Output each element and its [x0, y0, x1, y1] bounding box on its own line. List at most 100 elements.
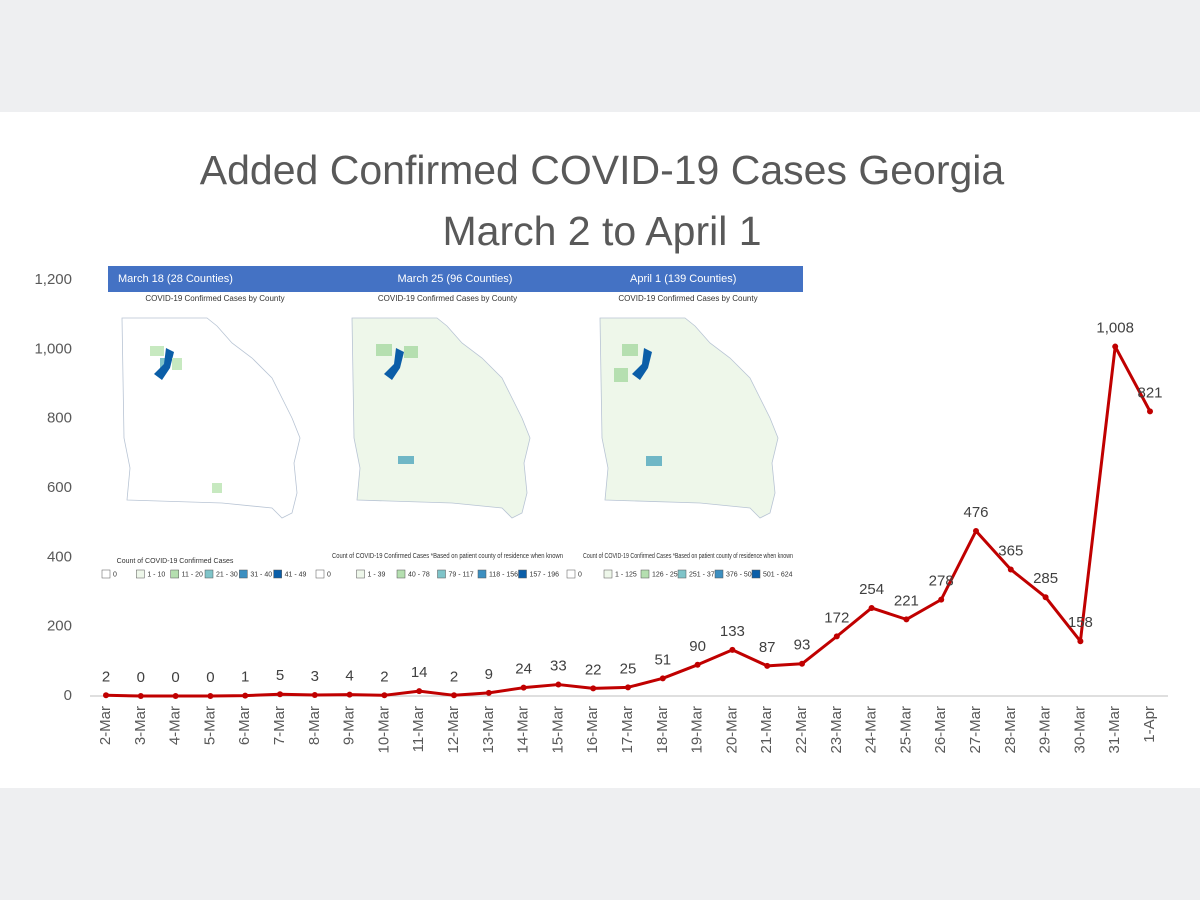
x-tick-label: 18-Mar [654, 706, 671, 754]
data-label: 278 [929, 573, 954, 590]
data-point [764, 662, 771, 669]
x-tick-label: 11-Mar [410, 706, 427, 752]
legend-title: Count of COVID-19 Confirmed Cases *Based… [332, 553, 563, 560]
data-point [172, 693, 179, 699]
data-point [207, 693, 214, 699]
data-point [729, 646, 736, 653]
x-tick-label: 23-Mar [828, 706, 845, 754]
data-point [1007, 566, 1014, 573]
data-label: 0 [171, 669, 179, 686]
data-point [277, 691, 283, 698]
data-point [381, 692, 388, 699]
inset-title: COVID-19 Confirmed Cases by County [618, 294, 757, 303]
data-point [938, 596, 945, 603]
data-point [451, 692, 457, 699]
data-point [625, 684, 631, 691]
x-tick-label: 10-Mar [375, 706, 392, 754]
legend-label: 40 - 78 [408, 571, 430, 578]
data-label: 33 [550, 658, 567, 675]
data-point [1042, 594, 1049, 601]
data-point [485, 689, 492, 696]
map [599, 317, 779, 519]
data-label: 4 [345, 668, 353, 685]
legend-swatch [518, 569, 527, 579]
legend-label: 1 - 125 [615, 571, 637, 578]
data-point [137, 693, 144, 699]
legend-label: 0 [578, 571, 582, 578]
legend-swatch [101, 569, 111, 579]
x-tick-label: 13-Mar [480, 706, 497, 754]
x-tick-label: 14-Mar [515, 706, 532, 754]
data-point [103, 692, 109, 699]
x-tick-label: 31-Mar [1106, 706, 1123, 754]
data-label: 254 [859, 581, 884, 598]
legend-swatch [477, 569, 487, 579]
data-label: 24 [515, 661, 532, 678]
x-tick-label: 29-Mar [1037, 706, 1054, 754]
data-label: 51 [654, 651, 671, 668]
data-label: 3 [311, 668, 319, 685]
data-point [520, 684, 527, 691]
x-tick-label: 28-Mar [1002, 706, 1019, 754]
legend-label: 376 - 500 [726, 571, 756, 578]
data-label: 90 [689, 638, 706, 655]
legend-swatch [603, 569, 613, 579]
y-tick-label: 0 [64, 687, 72, 704]
data-point [416, 688, 423, 695]
inset-title: COVID-19 Confirmed Cases by County [378, 294, 517, 303]
data-label: 9 [485, 666, 493, 683]
data-label: 2 [380, 668, 388, 685]
x-tick-label: 21-Mar [758, 706, 775, 754]
legend-label: 31 - 40 [250, 571, 272, 578]
legend-swatch [751, 569, 761, 579]
legend-swatch [315, 569, 325, 579]
data-label: 285 [1033, 570, 1058, 587]
legend-title: Count of COVID-19 Confirmed Cases [117, 558, 234, 565]
chart-title: Added Confirmed COVID-19 Cases Georgia [200, 147, 1005, 193]
x-tick-label: 12-Mar [445, 706, 462, 754]
data-label: 22 [585, 661, 602, 678]
legend-swatch [273, 569, 282, 579]
data-point [590, 685, 597, 692]
y-tick-label: 800 [47, 410, 72, 427]
y-tick-label: 600 [47, 479, 72, 496]
legend-label: 0 [113, 571, 117, 578]
legend-label: 1 - 10 [147, 571, 165, 578]
legend-label: 41 - 49 [285, 571, 307, 578]
data-label: 1,008 [1096, 320, 1134, 337]
legend-swatch [170, 569, 179, 579]
legend-swatch [566, 569, 576, 579]
x-tick-label: 9-Mar [341, 706, 358, 745]
legend-swatch [677, 569, 687, 579]
legend-label: 126 - 250 [652, 571, 682, 578]
legend-title: Count of COVID-19 Confirmed Cases *Based… [583, 553, 793, 560]
y-tick-label: 1,000 [34, 340, 72, 357]
x-tick-label: 6-Mar [236, 706, 253, 745]
legend-swatch [714, 569, 724, 579]
legend-label: 501 - 624 [763, 571, 793, 578]
legend-label: 21 - 30 [216, 571, 238, 578]
y-tick-label: 200 [47, 618, 72, 635]
x-tick-label: 4-Mar [167, 706, 184, 745]
x-tick-label: 5-Mar [201, 706, 218, 745]
data-label: 25 [620, 660, 637, 677]
data-label: 221 [894, 592, 919, 609]
x-tick-label: 16-Mar [584, 706, 601, 754]
data-label: 1 [241, 669, 249, 686]
x-tick-label: 24-Mar [863, 706, 880, 754]
data-label: 172 [824, 609, 849, 626]
x-tick-label: 2-Mar [97, 706, 114, 745]
map [121, 317, 301, 519]
inset-header: April 1 (139 Counties) [630, 273, 736, 285]
x-tick-label: 7-Mar [271, 706, 288, 745]
y-tick-label: 1,200 [34, 271, 72, 288]
data-point [799, 660, 805, 667]
chart-subtitle: March 2 to April 1 [442, 208, 761, 254]
legend-swatch [640, 569, 650, 579]
data-point [833, 633, 840, 640]
data-point [311, 691, 318, 698]
data-point [659, 675, 666, 682]
legend-label: 11 - 20 [182, 571, 203, 578]
inset-header: March 25 (96 Counties) [398, 273, 513, 285]
